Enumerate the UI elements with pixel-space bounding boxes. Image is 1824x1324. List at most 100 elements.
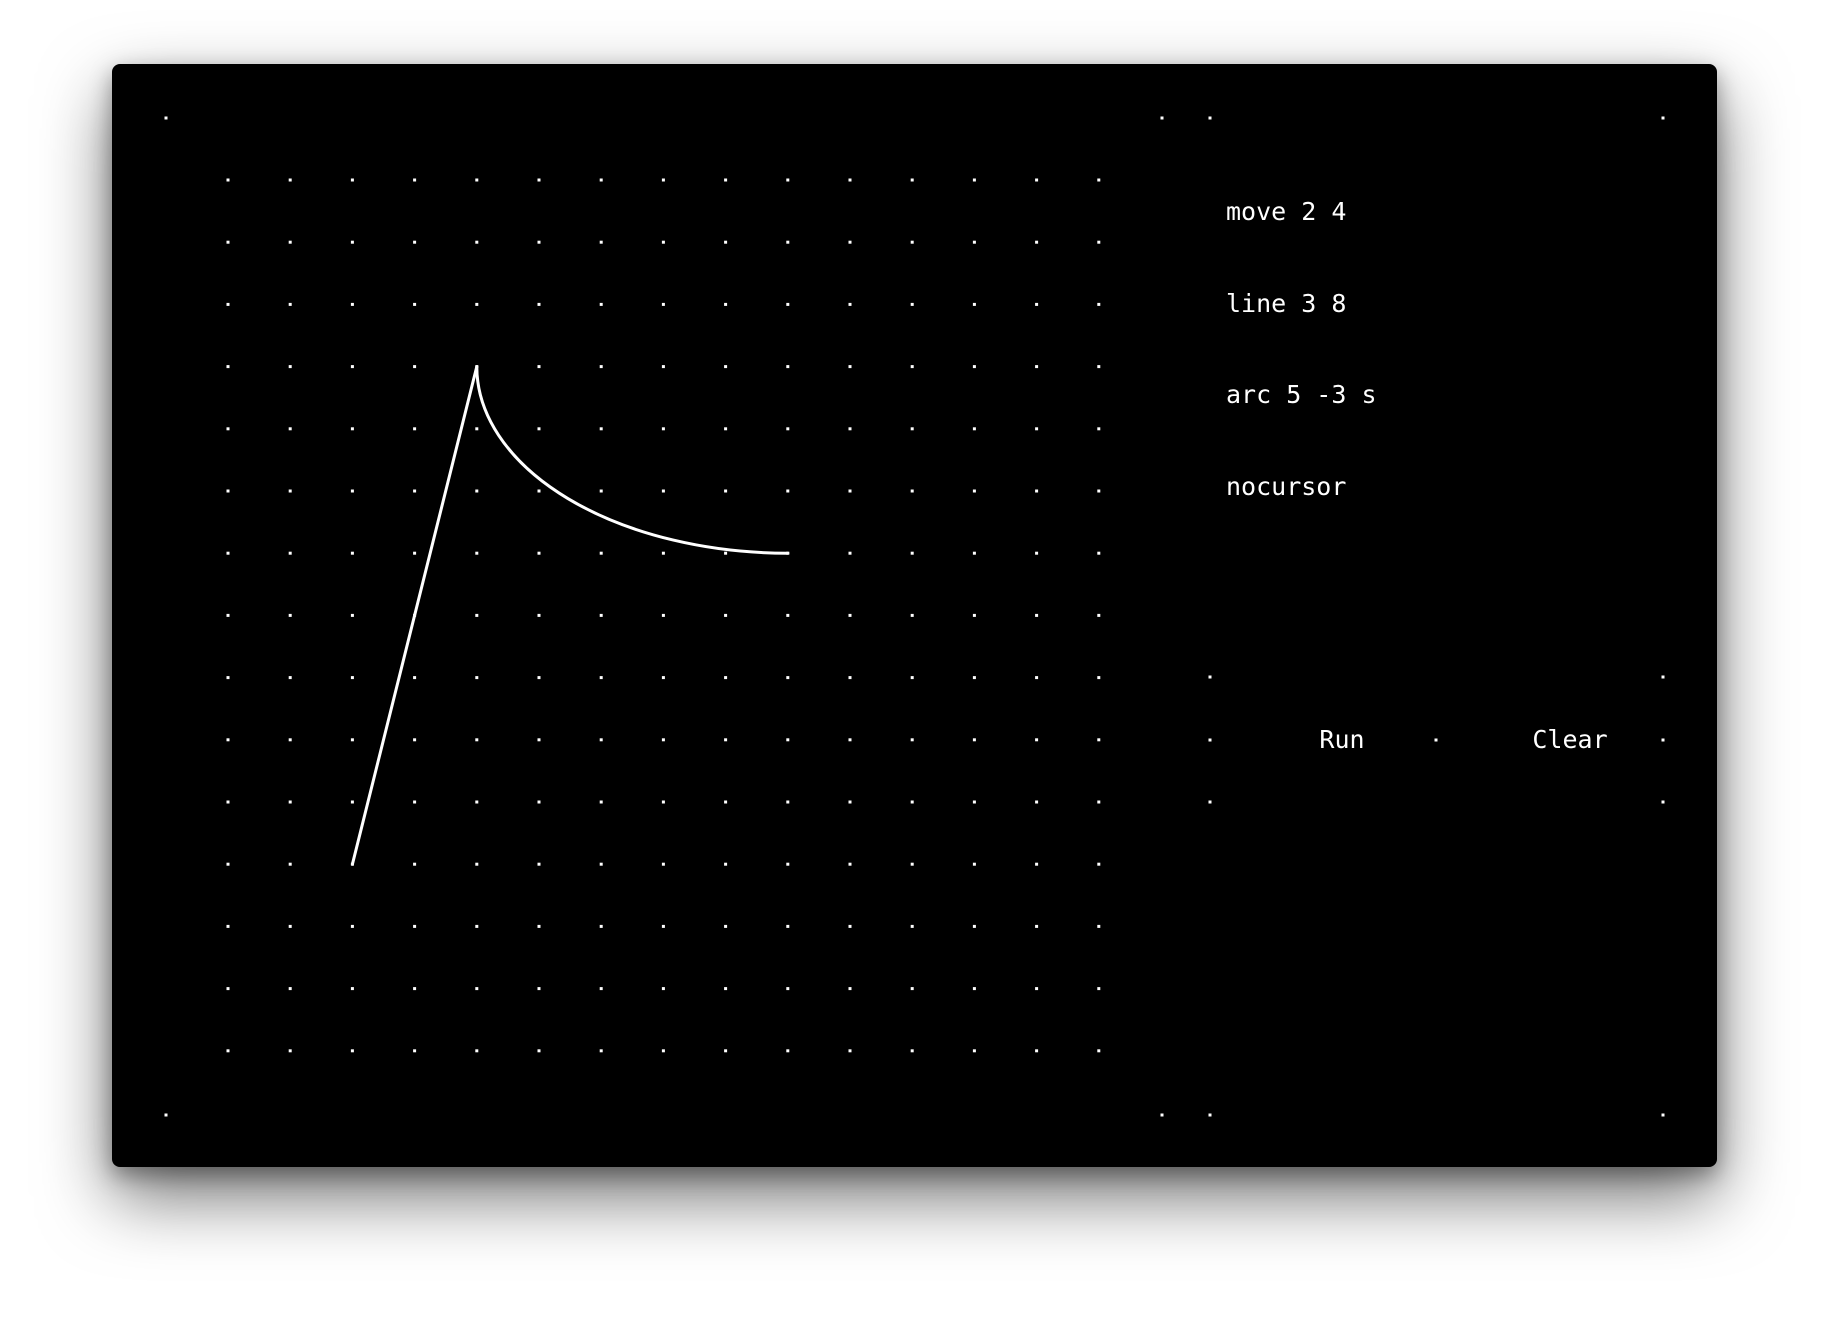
grid-dot [350,551,354,555]
grid-dot [972,924,976,928]
grid-dot [848,987,852,991]
clear-button[interactable]: Clear [1510,725,1630,755]
grid-dot [1035,365,1039,369]
frame-corner-dot [1208,116,1212,120]
grid-dot [1097,800,1101,804]
grid-dot [1035,613,1039,617]
grid-dot [350,987,354,991]
grid-dot [910,613,914,617]
plotted-arc [475,365,790,555]
run-button[interactable]: Run [1292,725,1392,755]
grid-dot [599,427,603,431]
grid-dot [226,924,230,928]
grid-dot [724,365,728,369]
grid-dot [786,613,790,617]
grid-dot [537,365,541,369]
grid-dot [537,987,541,991]
grid-dot [288,551,292,555]
grid-dot [475,1049,479,1053]
grid-dot [848,1049,852,1053]
grid-dot [972,1049,976,1053]
grid-dot [1035,987,1039,991]
grid-dot [848,613,852,617]
grid-dot [848,365,852,369]
grid-dot [910,365,914,369]
grid-dot [910,1049,914,1053]
grid-dot [910,178,914,182]
grid-dot [350,676,354,680]
grid-dot [910,987,914,991]
grid-dot [910,924,914,928]
grid-dot [226,676,230,680]
grid-dot [413,240,417,244]
grid-dot [724,1049,728,1053]
program-line: move 2 4 [1226,197,1347,226]
grid-dot [910,427,914,431]
grid-dot [724,676,728,680]
grid-dot [1035,551,1039,555]
grid-dot [288,738,292,742]
plotted-line [350,365,479,866]
grid-dot [350,613,354,617]
grid-dot [599,862,603,866]
button-frame-dot [1208,738,1212,742]
grid-dot [350,924,354,928]
grid-dot [599,240,603,244]
grid-dot [786,800,790,804]
grid-dot [972,613,976,617]
grid-dot [226,1049,230,1053]
grid-dot [848,489,852,493]
grid-dot [661,862,665,866]
button-frame-dot [1661,675,1665,679]
grid-dot [910,676,914,680]
grid-dot [475,551,479,555]
grid-dot [1035,924,1039,928]
button-frame-dot [1434,738,1438,742]
grid-dot [1097,862,1101,866]
grid-dot [413,987,417,991]
program-editor[interactable]: move 2 4 line 3 8 arc 5 -3 s nocursor [1226,136,1377,563]
grid-dot [537,800,541,804]
plotter-window: move 2 4 line 3 8 arc 5 -3 s nocursor Ru… [112,64,1717,1167]
program-line: nocursor [1226,471,1347,501]
grid-dot [786,427,790,431]
grid-dot [413,738,417,742]
grid-dot [1097,551,1101,555]
grid-dot [724,489,728,493]
grid-dot [350,738,354,742]
grid-dot [1035,862,1039,866]
grid-dot [661,738,665,742]
grid-dot [724,924,728,928]
grid-dot [724,800,728,804]
grid-dot [848,862,852,866]
grid-dot [226,800,230,804]
grid-dot [475,240,479,244]
grid-dot [350,178,354,182]
grid-dot [288,1049,292,1053]
grid-dot [599,302,603,306]
grid-dot [848,738,852,742]
grid-dot [475,800,479,804]
frame-corner-dot [1661,116,1665,120]
grid-dot [1035,800,1039,804]
grid-dot [413,800,417,804]
grid-dot [288,365,292,369]
grid-dot [226,302,230,306]
grid-dot [786,178,790,182]
grid-dot [848,427,852,431]
grid-dot [413,427,417,431]
grid-dot [786,738,790,742]
grid-dot [599,800,603,804]
grid-dot [1035,302,1039,306]
grid-dot [288,676,292,680]
drawing-canvas [164,116,1665,1117]
grid-dot [350,1049,354,1053]
grid-dot [786,489,790,493]
program-line: arc 5 -3 s [1226,380,1377,409]
grid-dot [1035,178,1039,182]
grid-dot [786,240,790,244]
grid-dot [724,178,728,182]
grid-dot [599,613,603,617]
frame-corner-dot [1160,1113,1164,1117]
grid-dot [848,240,852,244]
